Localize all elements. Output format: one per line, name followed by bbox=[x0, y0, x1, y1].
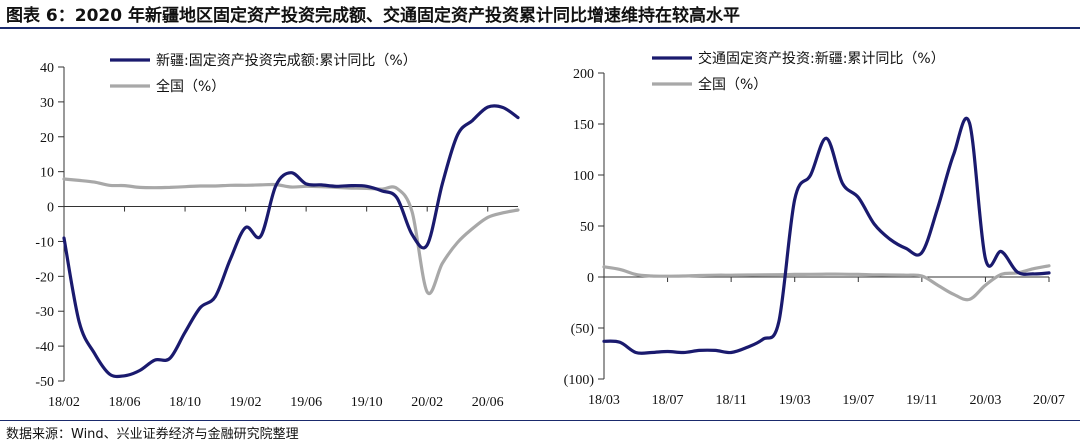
chart2-legend-label-2: 全国（%） bbox=[698, 76, 767, 93]
chart1-y-tick-label: 40 bbox=[40, 61, 54, 76]
chart2-x-tick-label: 18/03 bbox=[588, 393, 620, 408]
chart1-legend-label-1: 新疆:固定资产投资完成额:累计同比（%） bbox=[156, 53, 417, 69]
chart1-legend-label-2: 全国（%） bbox=[156, 78, 225, 95]
chart1-y-tick-label: -10 bbox=[35, 235, 54, 250]
chart2-x-tick-label: 20/07 bbox=[1033, 393, 1065, 408]
chart2-y-tick-label: (50) bbox=[571, 322, 595, 337]
chart1-x-tick-label: 19/06 bbox=[290, 395, 322, 410]
chart1-x-tick-label: 18/02 bbox=[48, 395, 80, 410]
chart1-x-tick-label: 20/02 bbox=[411, 395, 443, 410]
chart1-y-tick-label: -40 bbox=[35, 340, 54, 355]
chart1-x-tick-label: 19/02 bbox=[230, 395, 262, 410]
figure-source: 数据来源：Wind、兴业证券经济与金融研究院整理 bbox=[6, 427, 299, 442]
chart1-y-tick-label: 30 bbox=[40, 96, 54, 111]
chart2-x-tick-label: 19/11 bbox=[906, 393, 937, 408]
source-divider bbox=[0, 420, 1080, 421]
chart1-y-tick-label: 20 bbox=[40, 131, 54, 146]
title-divider bbox=[0, 27, 1080, 29]
chart2-y-tick-label: 100 bbox=[573, 169, 594, 184]
chart2-x-tick-label: 20/03 bbox=[969, 393, 1001, 408]
chart1-y-tick-label: 10 bbox=[40, 166, 54, 181]
chart2-x-tick-label: 18/07 bbox=[652, 393, 684, 408]
chart1-x-tick-label: 18/10 bbox=[169, 395, 201, 410]
chart1-series-1-line bbox=[62, 104, 520, 379]
chart2-y-tick-label: 0 bbox=[587, 271, 594, 286]
chart2-series-2-line bbox=[602, 264, 1051, 302]
chart1-x-tick-label: 20/06 bbox=[472, 395, 504, 410]
chart2-series-1-line bbox=[602, 116, 1051, 355]
chart2-y-tick-label: 200 bbox=[573, 67, 594, 82]
chart2-x-tick-label: 18/11 bbox=[715, 393, 746, 408]
chart1-y-tick-label: -50 bbox=[35, 375, 54, 390]
chart1-x-tick-label: 19/10 bbox=[351, 395, 383, 410]
chart2-y-tick-label: 50 bbox=[580, 220, 594, 235]
chart2-y-tick-label: 150 bbox=[573, 118, 594, 133]
chart2-legend-label-1: 交通固定资产投资:新疆:累计同比（%） bbox=[698, 50, 945, 67]
chart2-x-tick-label: 19/07 bbox=[842, 393, 874, 408]
chart2-y-tick-label: (100) bbox=[564, 373, 595, 388]
chart1-y-tick-label: -20 bbox=[35, 270, 54, 285]
chart1-y-tick-label: 0 bbox=[47, 201, 54, 216]
chart1-x-tick-label: 18/06 bbox=[109, 395, 141, 410]
chart1-series-2-line bbox=[62, 177, 520, 296]
chart2-x-tick-label: 19/03 bbox=[779, 393, 811, 408]
chart1-y-tick-label: -30 bbox=[35, 305, 54, 320]
figure-title: 图表 6：2020 年新疆地区固定资产投资完成额、交通固定资产投资累计同比增速维… bbox=[6, 6, 740, 26]
